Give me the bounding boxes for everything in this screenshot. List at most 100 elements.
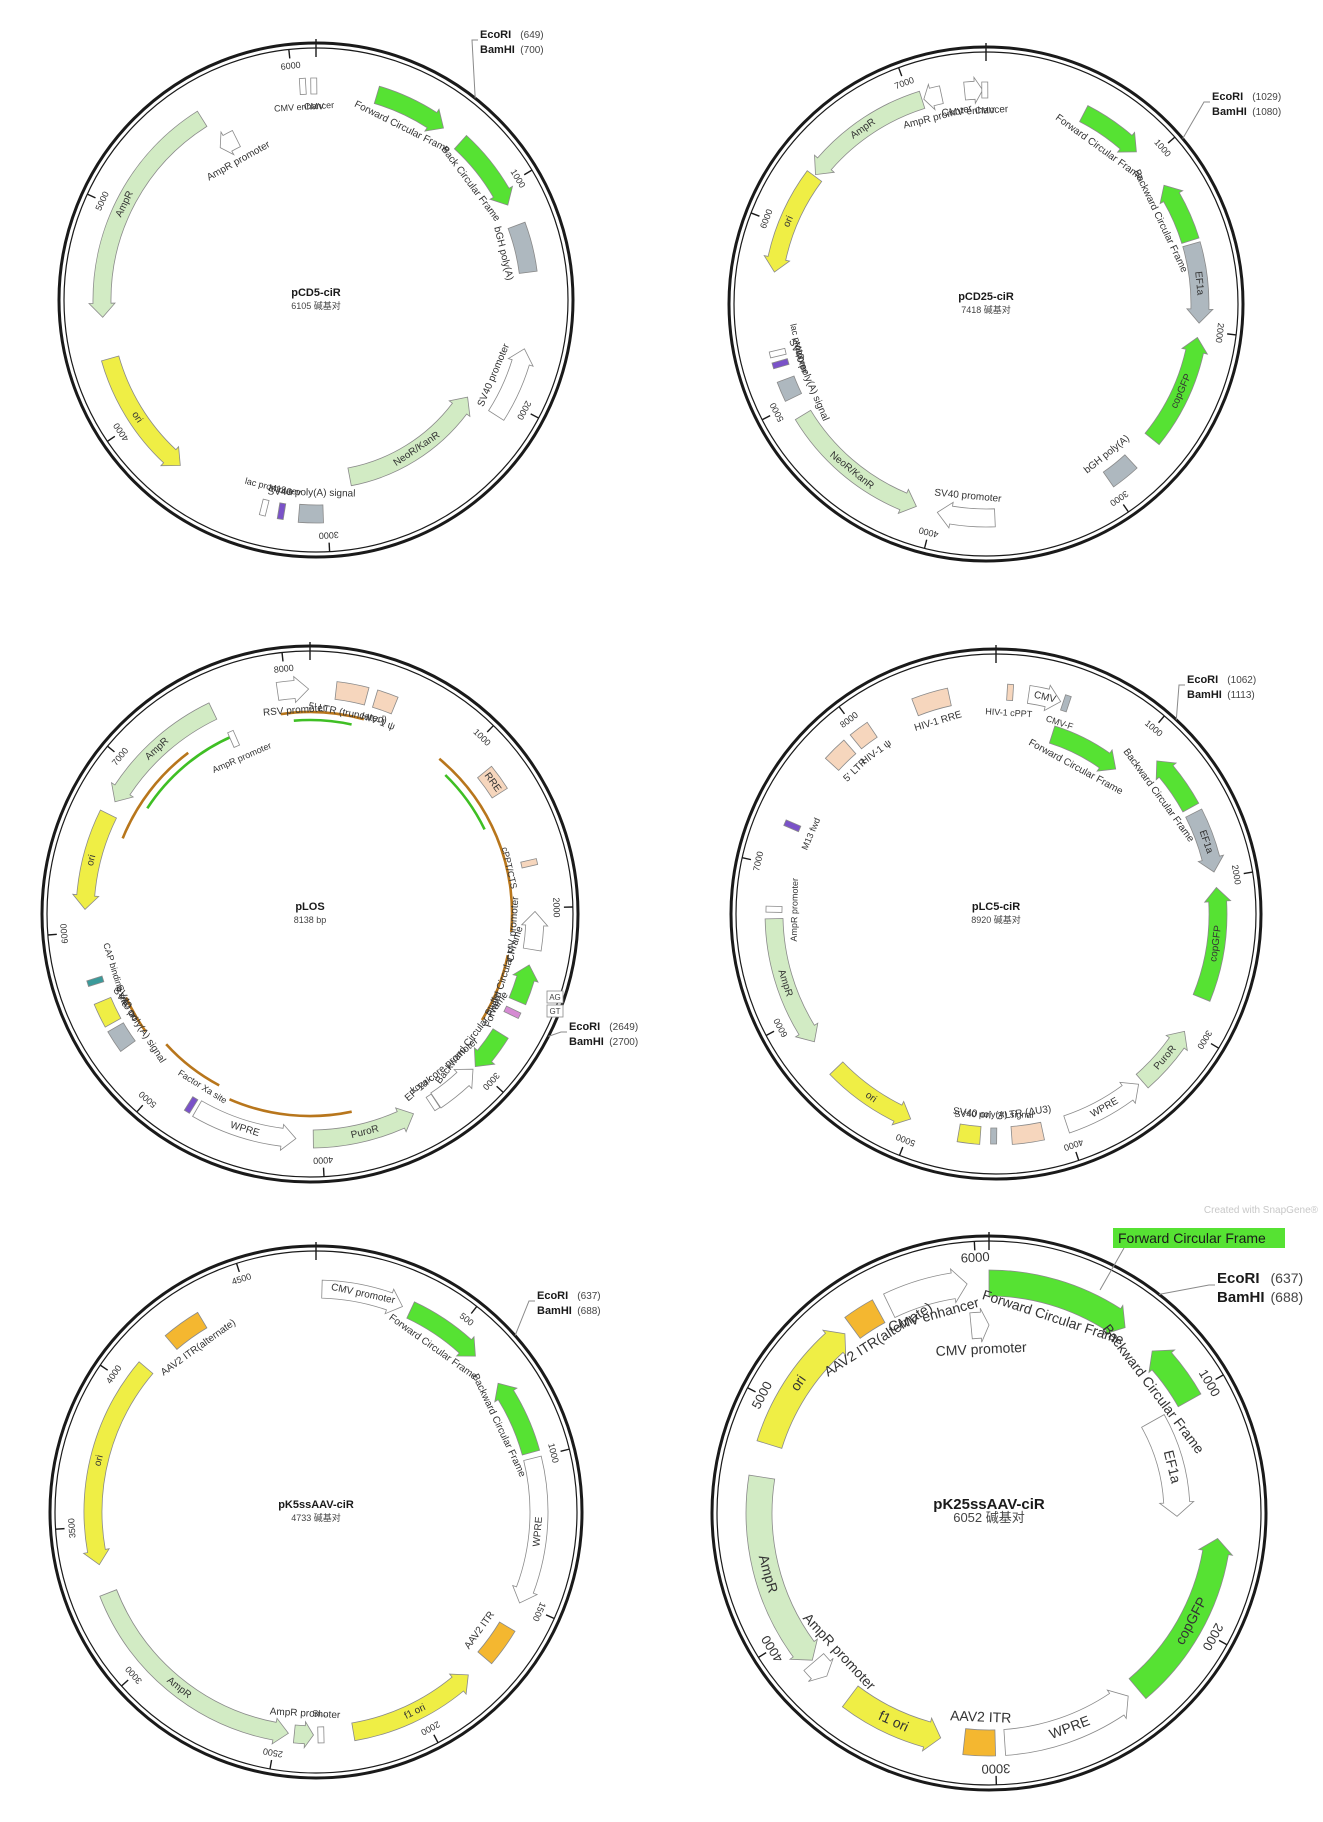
site-ecori: EcoRI [1187,674,1218,686]
feature-cmv [1026,684,1062,712]
tick-mark [55,1527,65,1530]
annotation-arc [146,735,233,810]
annotation-arc [438,757,514,933]
tick-mark [1158,715,1165,724]
feature-label-wpre: WPRE [531,1516,545,1547]
feature-m13-rev [276,502,287,521]
feature-ampr-promoter [803,1653,834,1682]
feature-backward-circular-frame [1148,1349,1202,1408]
site-position: (637) [577,1291,600,1302]
feature-sv40-ori [93,996,122,1028]
feature-lac-promoter [768,347,787,359]
tick-label: 4000 [111,421,131,443]
tick-mark [1122,504,1129,513]
plasmid-name: pCD5-ciR [291,287,341,299]
annotation-arc [280,710,365,721]
feature-label-neor-kanr: NeoR/KanR [827,450,875,492]
tick-mark [750,212,760,217]
tick-label: 6000 [771,1017,789,1039]
tick-mark [897,67,903,77]
site-ecori: EcoRI [1217,1270,1260,1287]
tick-label: 3000 [1195,1029,1214,1051]
feature-backward-circular-frame [473,1028,509,1068]
feature-cap-binding-site [86,975,105,988]
feature-ef1a [1182,241,1214,324]
annotation-arc [480,954,510,1021]
plasmid-size: 6052 碱基对 [953,1510,1025,1525]
feature-label-sv40-promoter: SV40 promoter [934,488,1003,505]
tick-label: 2000 [1230,864,1243,885]
tick-label: 1000 [1152,137,1173,159]
plasmid-map-pcd25-cir: 1000 2000 3000 4000 5000 6000 7000 CMV enhancer… [727,43,1281,563]
feature-ampr [88,110,208,318]
sticky-end-label: GT [549,1007,560,1016]
feature-si [317,1726,325,1744]
tick-label: 6000 [280,60,301,72]
annotation-arc [293,718,352,726]
feature-wpre [192,1100,297,1152]
backbone-ring-outer [57,41,575,559]
tick-label: 3000 [981,1761,1010,1777]
feature-5-ltr [824,739,857,771]
feature-label-cmv-promoter: CMV promoter [935,1339,1027,1359]
site-leader [1159,1284,1215,1295]
site-leader [1175,684,1185,720]
feature-badge-label: Forward Circular Frame [1118,1230,1266,1246]
tick-label: 3000 [123,1664,144,1686]
feature-forward-circular-frame [1079,105,1137,153]
backbone-ring-outer [729,647,1263,1181]
backbone-ring-outer [727,45,1245,563]
annotation-arc [444,774,486,830]
site-ecori: EcoRI [569,1021,600,1033]
feature-label-ori: ori [787,1372,809,1394]
plasmid-name: pK25ssAAV-ciR [933,1496,1045,1513]
feature-ampr [764,918,819,1043]
site-position: (1062) [1227,675,1256,686]
tick-mark [87,193,96,199]
site-leader [471,39,478,99]
site-bamhi: BamHI [1187,689,1222,701]
feature-label-si: SI... [312,1708,328,1718]
feature-ampr [110,702,218,803]
feature-cmv-enhancer [883,1267,968,1319]
feature-label-ampr-promoter: AmpR promoter [789,878,800,942]
feature-forward-circular-frame [1048,725,1117,772]
site-position: (1113) [1227,690,1254,701]
site-bamhi: BamHI [537,1305,572,1317]
feature-cmv-promoter [520,910,549,952]
site-ecori: EcoRI [1212,91,1243,103]
feature-cmv-enhancer [298,77,307,95]
feature-stuffer [503,1005,522,1020]
feature-cmv [310,77,318,95]
tick-label: 4000 [918,525,940,540]
tick-mark [758,1652,767,1658]
backbone-ring-inner [54,1250,578,1774]
feature-m13-fwd [783,819,802,833]
feature-aav2-itr-alternate [164,1311,208,1350]
feature-label-hiv-1-cppt: HIV-1 cPPT [985,706,1033,719]
site-bamhi: BamHI [569,1036,604,1048]
feature-backward-circular-frame [494,1382,541,1456]
tick-label: 6000 [960,1249,990,1266]
tick-label: 4500 [230,1271,252,1287]
feature-ampr-promoter [923,82,944,111]
tick-label: 5000 [894,1132,916,1149]
feature-label-cmv-enhancer: CMV enhancer [941,104,1009,119]
plasmid-name: pLOS [295,901,324,913]
tick-label: 2500 [262,1746,283,1759]
tick-mark [470,1305,478,1314]
backbone-ring-inner [46,650,574,1178]
feature-sv40-promoter [488,348,534,421]
site-ecori: EcoRI [480,29,511,41]
feature-ampr [99,1589,289,1745]
feature-label-ori: ori [863,1090,878,1105]
tick-mark [269,1759,273,1770]
annotation-arc [165,1043,220,1087]
feature-hiv-1-rre [911,687,952,717]
feature-copgfp [1128,1537,1234,1700]
feature-rsv-promoter [275,675,310,704]
plasmid-name: pCD25-ciR [958,291,1014,303]
tick-label: 1000 [546,1442,561,1464]
snapgene-watermark: Created with SnapGene® [1204,1205,1319,1216]
